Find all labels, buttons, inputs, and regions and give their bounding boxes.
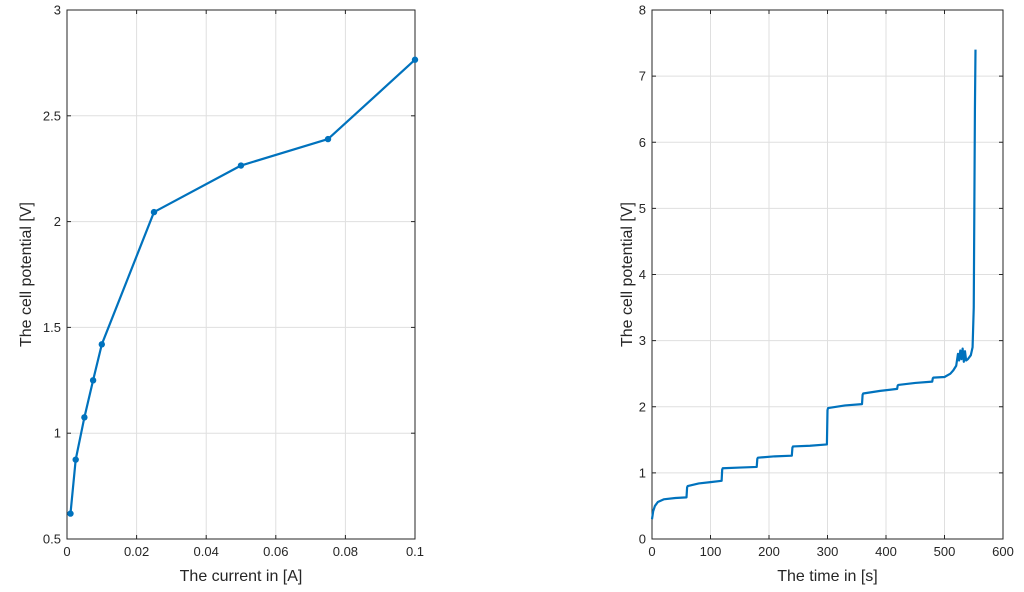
y-axis-label: The cell potential [V] (619, 202, 636, 347)
y-tick-label: 8 (639, 3, 646, 18)
x-tick-label: 0 (63, 544, 70, 559)
x-tick-label: 300 (817, 544, 839, 559)
y-tick-label: 1 (639, 465, 646, 480)
data-point (98, 341, 106, 348)
x-tick-label: 100 (700, 544, 722, 559)
y-tick-label: 4 (639, 267, 646, 282)
y-axis-label: The cell potential [V] (18, 202, 35, 347)
data-point (72, 456, 79, 463)
x-tick-label: 0.04 (194, 544, 219, 559)
series-line (650, 49, 977, 520)
data-point (324, 135, 332, 143)
y-tick-label: 7 (639, 69, 646, 84)
y-tick-label: 2.5 (43, 108, 61, 123)
y-tick-label: 3 (639, 333, 646, 348)
y-tick-label: 0.5 (43, 532, 61, 547)
data-point (81, 414, 88, 421)
data-point (67, 510, 74, 517)
x-tick-label: 0.08 (333, 544, 358, 559)
left-plot: 0 0.02 0.04 0.06 0.08 0.1 0.5 1 1.5 2 2.5 3 The curr… (18, 3, 424, 586)
axes-frame (66, 9, 416, 540)
data-point (89, 377, 97, 384)
right-plot: 0 100 200 300 400 500 600 0 1 2 3 4 5 6 7 8 The time in … (619, 3, 1014, 586)
y-tick-label: 2 (639, 399, 646, 414)
data-point (150, 208, 158, 216)
x-tick-label: 0.1 (406, 544, 424, 559)
x-axis-label: The time in [s] (777, 568, 877, 585)
x-tick-label: 400 (875, 544, 897, 559)
series-line (69, 58, 416, 514)
y-tick-label: 5 (639, 201, 646, 216)
x-tick-label: 200 (758, 544, 780, 559)
x-tick-label: 0.06 (263, 544, 288, 559)
x-tick-label: 0 (648, 544, 655, 559)
y-tick-label: 2 (54, 214, 61, 229)
x-tick-label: 500 (934, 544, 956, 559)
y-tick-label: 3 (54, 3, 61, 18)
data-point (411, 56, 419, 63)
y-tick-label: 1.5 (43, 320, 61, 335)
y-tick-label: 0 (639, 532, 646, 547)
data-point (237, 162, 245, 169)
x-tick-label: 600 (992, 544, 1014, 559)
x-tick-label: 0.02 (124, 544, 149, 559)
y-tick-label: 6 (639, 135, 646, 150)
x-axis-label: The current in [A] (180, 568, 303, 585)
y-tick-label: 1 (54, 426, 61, 441)
